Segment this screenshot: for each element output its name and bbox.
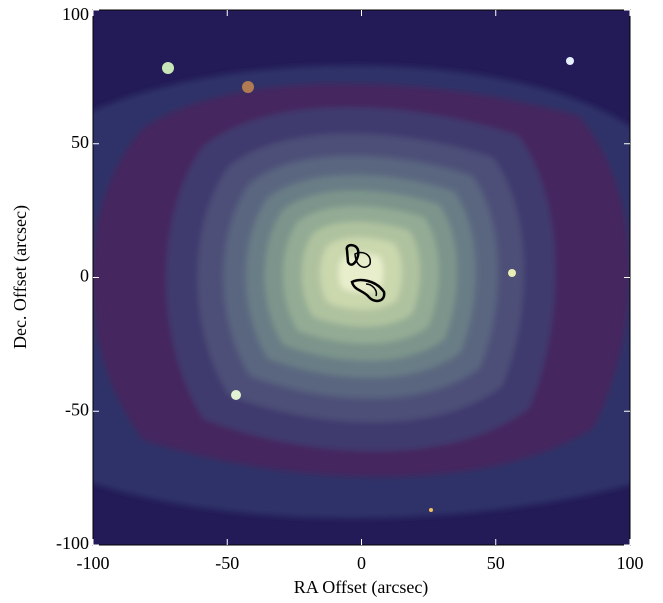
y-tick-label: -50 xyxy=(65,399,89,419)
x-tick-label: 0 xyxy=(357,553,366,573)
stars xyxy=(162,57,574,512)
y-tick-label: 100 xyxy=(62,4,89,24)
x-axis-label: RA Offset (arcsec) xyxy=(294,577,429,598)
x-tick-label: 100 xyxy=(617,553,644,573)
x-tick-label: -100 xyxy=(77,553,110,573)
y-tick-label: 50 xyxy=(71,132,89,152)
y-tick-label: 0 xyxy=(80,266,89,286)
x-tick-label: 50 xyxy=(487,553,505,573)
image xyxy=(93,10,630,545)
x-tick-label: -50 xyxy=(215,553,239,573)
y-tick-label: -100 xyxy=(56,533,89,553)
y-axis-label: Dec. Offset (arcsec) xyxy=(10,205,31,349)
